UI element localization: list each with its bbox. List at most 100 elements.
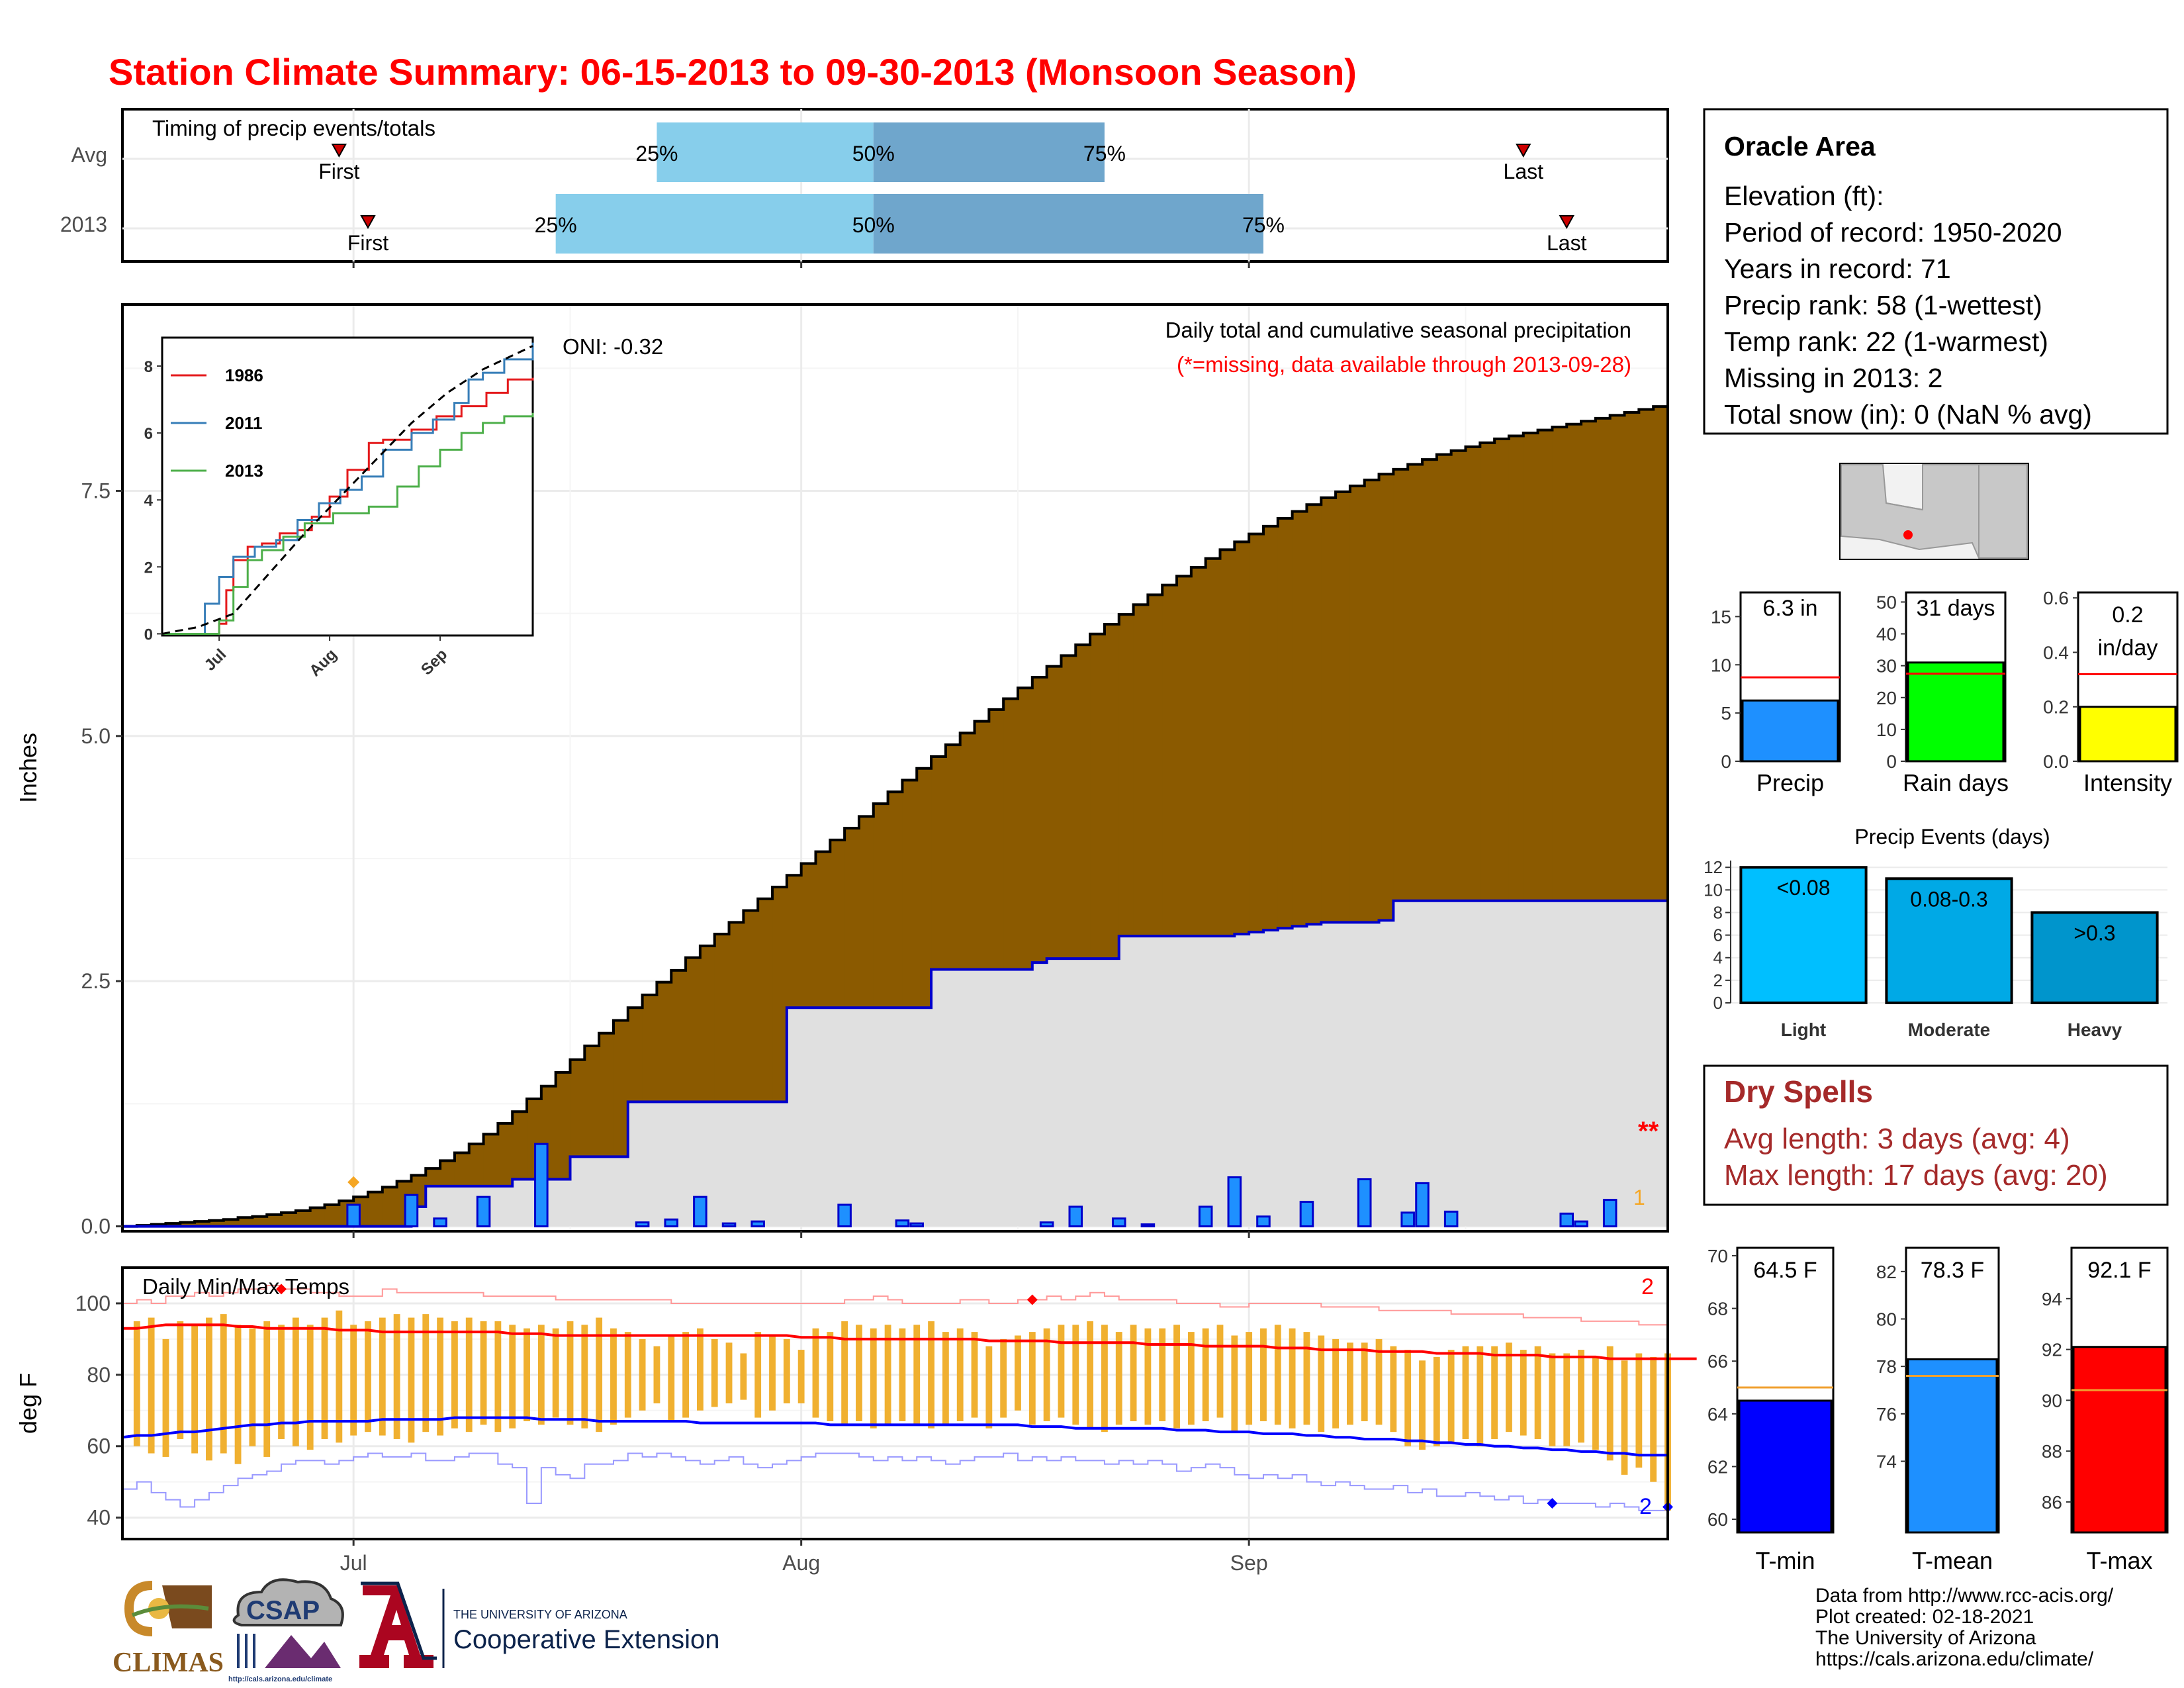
precip-y-tick-label: 2.5 bbox=[81, 969, 111, 993]
daily-temp-range-bar bbox=[1592, 1356, 1599, 1450]
summary-tick-label: 15 bbox=[1711, 606, 1731, 627]
location-map bbox=[1839, 463, 2029, 560]
deficit-area bbox=[1162, 585, 1177, 937]
timing-panel: 25% 50% 75% First Last 25% 50% 75% First Last Tim… bbox=[60, 108, 1669, 263]
deficit-area bbox=[627, 1008, 643, 1102]
deficit-area bbox=[469, 1144, 484, 1186]
inset-y-tick-label: 0 bbox=[144, 626, 153, 643]
daily-temp-range-bar bbox=[1028, 1332, 1036, 1425]
daily-temp-range-bar bbox=[494, 1321, 502, 1432]
temp-summary-tick-label: 86 bbox=[2042, 1492, 2062, 1513]
inset-series-line bbox=[162, 342, 534, 635]
daily-temp-range-bar bbox=[624, 1332, 631, 1418]
deficit-area bbox=[382, 1187, 398, 1227]
station-line: Total snow (in): 0 (NaN % avg) bbox=[1724, 399, 2092, 430]
daily-temp-range-bar bbox=[1087, 1321, 1094, 1429]
daily-temp-range-bar bbox=[1072, 1325, 1079, 1425]
daily-temp-range-bar bbox=[1289, 1328, 1296, 1429]
dry-max-length: Max length: 17 days (avg: 20) bbox=[1724, 1159, 2108, 1192]
deficit-area bbox=[599, 1033, 614, 1157]
station-line: Elevation (ft): bbox=[1724, 181, 1884, 211]
oni-label: ONI: -0.32 bbox=[563, 334, 663, 359]
daily-temp-range-bar bbox=[1318, 1335, 1325, 1432]
daily-precip-bar bbox=[1574, 1220, 1588, 1228]
record-max-marker bbox=[276, 1284, 287, 1295]
footer-line: https://cals.arizona.edu/climate/ bbox=[1815, 1648, 2094, 1670]
ua-logo: THE UNIVERSITY OF ARIZONA Cooperative Ex… bbox=[359, 1581, 719, 1668]
footer-credits: Data from http://www.rcc-acis.org/ Plot … bbox=[1815, 1585, 2114, 1670]
deficit-area bbox=[1508, 436, 1524, 901]
daily-precip-bar bbox=[1357, 1178, 1372, 1228]
timing-q2-bar bbox=[657, 122, 874, 182]
daily-temp-range-bar bbox=[437, 1317, 444, 1436]
daily-temp-range-bar bbox=[1506, 1342, 1512, 1432]
dry-spells-title: Dry Spells bbox=[1724, 1074, 1873, 1109]
csap-url: http://cals.arizona.edu/climate bbox=[228, 1675, 332, 1683]
daily-temp-range-bar bbox=[971, 1332, 978, 1418]
events-tick-label: 0 bbox=[1713, 993, 1723, 1013]
summary-tick-label: 0 bbox=[1721, 751, 1731, 772]
summary-value-label: 6.3 in bbox=[1762, 596, 1817, 621]
missing-count: 1 bbox=[1633, 1186, 1645, 1209]
timing-title: Timing of precip events/totals bbox=[152, 116, 435, 140]
deficit-area bbox=[786, 875, 802, 1008]
temp-summary-tick-label: 74 bbox=[1876, 1452, 1897, 1472]
temp-x-tick-label: Sep bbox=[1230, 1551, 1268, 1575]
timing-marker-label: First bbox=[318, 160, 359, 183]
deficit-area bbox=[700, 945, 715, 1102]
temp-summary-tick-label: 82 bbox=[1876, 1262, 1897, 1282]
record-max-line bbox=[122, 1284, 1668, 1326]
deficit-area bbox=[1610, 415, 1625, 901]
deficit-area bbox=[295, 1210, 311, 1227]
daily-temp-range-bar bbox=[1621, 1360, 1628, 1475]
daily-temp-range-bar bbox=[306, 1325, 314, 1450]
summary-value-label: in/day bbox=[2098, 635, 2158, 661]
deficit-area bbox=[902, 780, 917, 1008]
daily-temp-range-bar bbox=[1303, 1332, 1310, 1425]
deficit-area bbox=[1523, 433, 1539, 901]
temp-summary-category-label: T-mean bbox=[1912, 1547, 1993, 1574]
daily-temp-range-bar bbox=[1361, 1342, 1368, 1421]
daily-temp-range-bar bbox=[754, 1332, 762, 1418]
deficit-area bbox=[1451, 450, 1466, 901]
deficit-area bbox=[671, 970, 686, 1102]
daily-precip-bar bbox=[1227, 1176, 1242, 1228]
station-line: Years in record: 71 bbox=[1724, 254, 1951, 284]
daily-temp-range-bar bbox=[696, 1328, 704, 1411]
daily-temp-range-bar bbox=[1635, 1353, 1643, 1468]
dry-spells-box: Dry Spells Avg length: 3 days (avg: 4) M… bbox=[1703, 1064, 2169, 1206]
daily-temp-range-bar bbox=[1015, 1335, 1021, 1411]
inset-y-tick-label: 6 bbox=[144, 425, 153, 443]
daily-temp-range-bar bbox=[1187, 1332, 1195, 1425]
deficit-area bbox=[1393, 469, 1408, 901]
deficit-area bbox=[1220, 549, 1235, 937]
temp-summary-tick-label: 80 bbox=[1876, 1309, 1897, 1330]
precip-heading: Daily total and cumulative seasonal prec… bbox=[1165, 318, 1631, 342]
deficit-area bbox=[1017, 688, 1033, 970]
summary-tick-label: 0.2 bbox=[2043, 697, 2069, 718]
deficit-area bbox=[844, 828, 860, 1008]
daily-temp-range-bar bbox=[1231, 1335, 1238, 1432]
temp-summary-tick-label: 66 bbox=[1707, 1351, 1728, 1372]
temp-summary-bar bbox=[1738, 1399, 1833, 1534]
cumulative-avg-line bbox=[122, 402, 1669, 1228]
temp-summary-category-label: T-min bbox=[1756, 1547, 1815, 1574]
daily-temp-range-bar bbox=[1650, 1356, 1657, 1482]
daily-temp-range-bar bbox=[596, 1317, 603, 1432]
deficit-area bbox=[1205, 558, 1221, 937]
station-info: Oracle Area Elevation (ft): Period of re… bbox=[1703, 108, 2169, 435]
daily-temp-range-bar bbox=[1447, 1350, 1455, 1443]
deficit-area bbox=[714, 934, 730, 1102]
deficit-area bbox=[267, 1214, 282, 1227]
daily-temp-range-bar bbox=[783, 1338, 790, 1403]
daily-temp-range-bar bbox=[1144, 1328, 1152, 1425]
deficit-area bbox=[1537, 430, 1553, 901]
daily-temp-range-bar bbox=[451, 1321, 458, 1429]
ua-logo-line2: Cooperative Extension bbox=[453, 1625, 719, 1654]
deficit-area bbox=[1336, 491, 1351, 923]
inset-series-line bbox=[162, 412, 534, 635]
footer-line: The University of Arizona bbox=[1815, 1627, 2036, 1649]
temp-y-tick-label: 60 bbox=[87, 1434, 111, 1458]
deficit-area bbox=[555, 1072, 570, 1180]
